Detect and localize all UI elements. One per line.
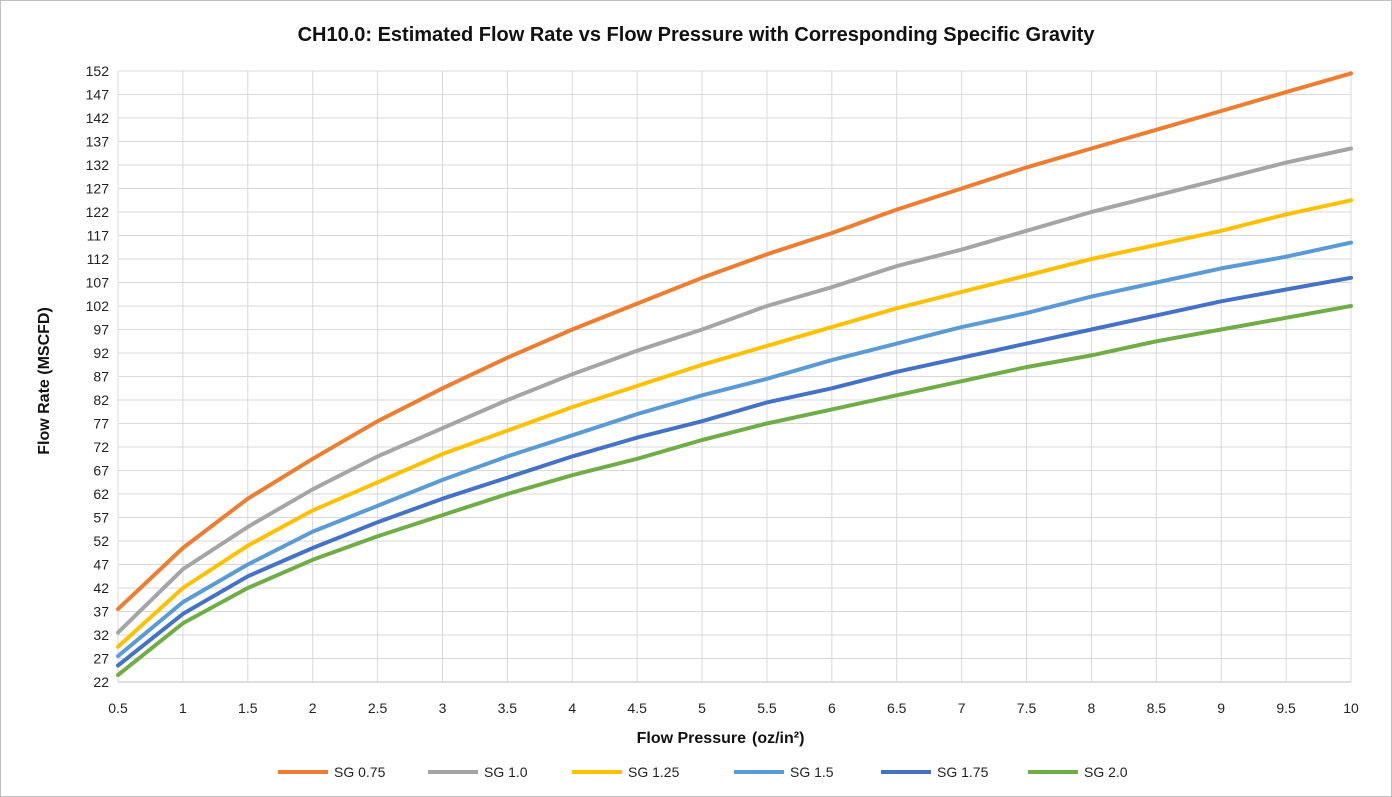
y-tick-label: 62: [93, 486, 109, 502]
series-line: [116, 71, 1353, 612]
y-tick-label: 67: [93, 463, 109, 479]
y-tick-label: 137: [86, 134, 110, 150]
y-tick-label: 112: [87, 251, 110, 267]
y-axis-title: Flow Rate (MSCFD): [36, 307, 53, 455]
legend-item: SG 2.0: [1028, 764, 1128, 780]
x-tick-label: 2.5: [368, 700, 388, 716]
x-tick-label: 5: [698, 700, 706, 716]
y-tick-label: 142: [86, 110, 110, 126]
x-tick-label: 7: [958, 700, 966, 716]
y-tick-label: 32: [93, 627, 109, 643]
x-tick-label: 9.5: [1276, 700, 1296, 716]
series-line: [116, 198, 1353, 649]
y-tick-label: 22: [93, 674, 109, 690]
series-lines: [116, 71, 1353, 677]
y-tick-label: 102: [86, 298, 110, 314]
x-tick-label: 0.5: [108, 700, 128, 716]
y-tick-label: 77: [93, 416, 109, 432]
x-axis-title: Flow Pressure: [637, 730, 746, 747]
x-tick-label: 1: [179, 700, 187, 716]
series-line: [116, 146, 1353, 635]
x-tick-label: 5.5: [757, 700, 777, 716]
y-tick-label: 147: [86, 87, 110, 103]
y-tick-label: 97: [93, 322, 109, 338]
y-tick-label: 52: [93, 533, 109, 549]
y-tick-labels: 22 27 32 37 42 47 52 57 62 67 72 77 82 87 92 97 102 107 11…: [86, 63, 110, 690]
y-tick-label: 127: [86, 181, 110, 197]
x-tick-label: 10: [1343, 700, 1359, 716]
y-tick-label: 107: [86, 275, 110, 291]
legend-label: SG 1.75: [937, 764, 989, 780]
y-tick-label: 47: [93, 557, 109, 573]
legend-label: SG 1.5: [790, 764, 834, 780]
legend-item: SG 1.5: [734, 764, 834, 780]
x-tick-label: 2: [309, 700, 317, 716]
y-tick-label: 132: [86, 157, 110, 173]
y-tick-label: 72: [93, 439, 109, 455]
y-tick-label: 37: [93, 604, 109, 620]
y-tick-label: 82: [93, 392, 109, 408]
x-axis-unit: (oz/in²): [752, 730, 804, 747]
x-tick-labels: 0.5 1 1.5 2 2.5 3 3.5 4 4.5 5 5.5 6 6.5 7 7.5 8 8.5 9 9.5 1…: [108, 700, 1359, 716]
y-tick-label: 92: [93, 345, 109, 361]
series-line: [116, 304, 1353, 677]
legend-item: SG 1.75: [881, 764, 989, 780]
y-tick-label: 122: [86, 204, 110, 220]
y-tick-label: 57: [93, 510, 109, 526]
chart-title: CH10.0: Estimated Flow Rate vs Flow Pres…: [298, 24, 1096, 46]
grid: [117, 70, 1352, 683]
x-tick-label: 7.5: [1017, 700, 1037, 716]
series-line: [116, 240, 1353, 659]
x-tick-label: 1.5: [238, 700, 258, 716]
x-tick-label: 6: [828, 700, 836, 716]
legend-label: SG 1.0: [484, 764, 528, 780]
x-tick-label: 3.5: [498, 700, 518, 716]
series-line: [116, 275, 1353, 668]
legend-label: SG 2.0: [1084, 764, 1128, 780]
x-tick-label: 8: [1088, 700, 1096, 716]
legend-item: SG 0.75: [278, 764, 386, 780]
legend-item: SG 1.25: [572, 764, 680, 780]
legend-label: SG 1.25: [628, 764, 680, 780]
legend-item: SG 1.0: [428, 764, 528, 780]
legend-label: SG 0.75: [334, 764, 386, 780]
x-tick-label: 8.5: [1147, 700, 1167, 716]
y-tick-label: 117: [87, 228, 110, 244]
x-tick-label: 3: [439, 700, 447, 716]
y-tick-label: 87: [93, 369, 109, 385]
x-tick-label: 4: [568, 700, 576, 716]
x-tick-label: 4.5: [627, 700, 647, 716]
y-tick-label: 42: [93, 580, 109, 596]
legend: SG 0.75 SG 1.0 SG 1.25 SG 1.5 SG 1.75 SG 2.0: [278, 764, 1128, 780]
x-tick-label: 6.5: [887, 700, 907, 716]
y-tick-label: 152: [86, 63, 110, 79]
y-tick-label: 27: [93, 651, 109, 667]
x-tick-label: 9: [1217, 700, 1225, 716]
